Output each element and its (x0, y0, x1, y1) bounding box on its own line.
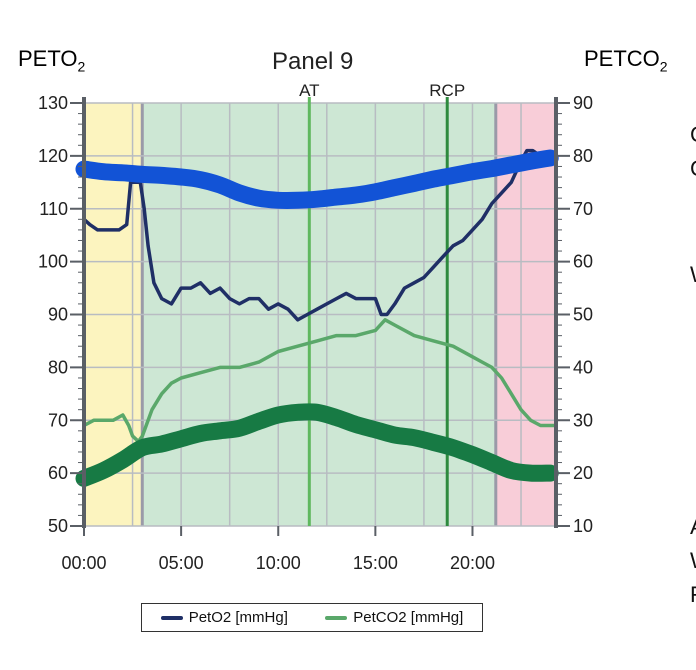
x-tick-label: 10:00 (256, 553, 301, 573)
y-right-tick-label: 30 (573, 410, 593, 430)
x-tick-label: 15:00 (353, 553, 398, 573)
y-right-tick-label: 50 (573, 305, 593, 325)
y-right-tick-label: 70 (573, 199, 593, 219)
y-left-tick-label: 80 (48, 357, 68, 377)
left-axis-title: PETO2 (18, 46, 86, 75)
legend: PetO2 [mmHg] PetCO2 [mmHg] (141, 603, 483, 632)
series-line-petco2 (83, 318, 556, 444)
y-right-tick-label: 60 (573, 252, 593, 272)
chart-title: Panel 9 (272, 48, 354, 75)
cut-off-letter: F (690, 582, 696, 608)
y-left-tick-label: 130 (38, 93, 68, 113)
cut-off-letter: A (690, 514, 696, 540)
y-right-tick-label: 20 (573, 463, 593, 483)
y-left-tick-label: 110 (39, 199, 68, 219)
right-axis-title: PETCO2 (584, 46, 668, 75)
series-layer (82, 148, 556, 444)
y-right-tick-label: 90 (573, 93, 593, 113)
y-right-tick-label: 40 (573, 357, 593, 377)
legend-label-petco2: PetCO2 [mmHg] (353, 609, 464, 626)
annotation-layer (75, 149, 559, 487)
series-line-peto2 (82, 148, 556, 322)
annotation-curve-green (75, 403, 559, 487)
y-left-tick-label: 70 (48, 410, 68, 430)
cut-off-letter: W (690, 262, 696, 288)
y-left-tick-label: 90 (48, 305, 68, 325)
y-right-tick-label: 10 (573, 516, 593, 536)
x-tick-label: 05:00 (159, 553, 204, 573)
legend-item-petco2: PetCO2 [mmHg] (325, 609, 463, 626)
legend-swatch-peto2 (160, 615, 183, 620)
x-tick-label: 20:00 (450, 553, 495, 573)
annotation-curve-blue (75, 149, 559, 209)
legend-label-peto2: PetO2 [mmHg] (188, 609, 288, 626)
y-right-tick-label: 80 (573, 146, 593, 166)
y-left-tick-label: 50 (48, 516, 68, 536)
y-left-tick-label: 100 (38, 252, 68, 272)
threshold-label: AT (299, 81, 319, 100)
legend-swatch-petco2 (325, 615, 348, 620)
x-tick-label: 00:00 (61, 553, 106, 573)
axes-layer: 50 60 70 80 90 100 110 120 130 10 20 30 40 50 60 70 80 90… (38, 93, 593, 573)
y-left-tick-label: 120 (38, 146, 68, 166)
cut-off-letter: C (690, 122, 696, 148)
cut-off-letter: C (690, 156, 696, 182)
cut-off-letter: W (690, 548, 696, 574)
legend-item-peto2: PetO2 [mmHg] (160, 609, 288, 626)
threshold-label: RCP (429, 81, 465, 100)
y-left-tick-label: 60 (48, 463, 68, 483)
